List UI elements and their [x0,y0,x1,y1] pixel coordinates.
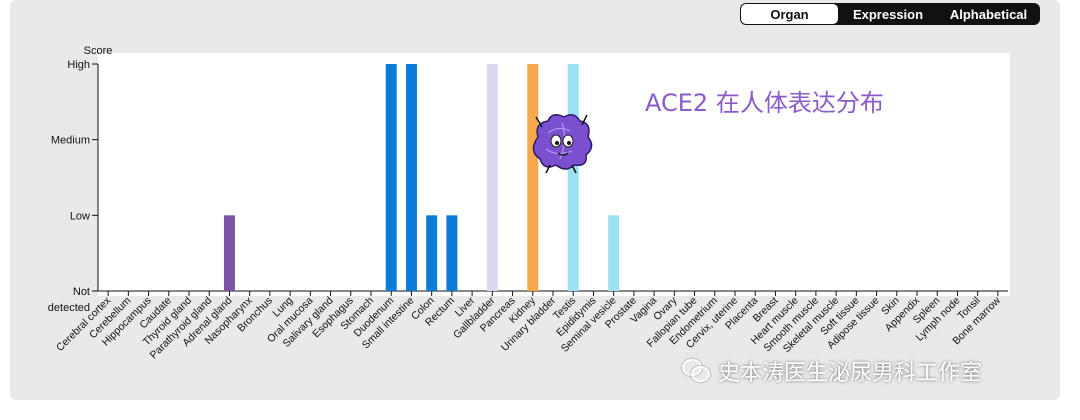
sort-toggle: Organ Expression Alphabetical [740,3,1040,25]
wechat-icon [682,359,710,383]
bar [385,64,397,291]
bar [223,215,235,291]
y-tick-label: Medium [51,135,90,147]
watermark-text: 史本涛医生泌尿男科工作室 [718,360,983,385]
sort-expression-button[interactable]: Expression [852,6,924,22]
bar [567,64,579,291]
sort-alphabetical-button[interactable]: Alphabetical [949,6,1028,22]
watermark: 史本涛医生泌尿男科工作室 [682,355,982,387]
y-tick-label: Low [70,210,90,222]
bar [486,64,498,291]
bar [426,215,438,291]
bar [608,215,620,291]
bar [446,215,458,291]
y-tick-label: Not [73,286,90,298]
y-tick-label: High [67,59,90,71]
ace2-expression-chart: Score Not detected Low Medium High Cerebral … [48,45,1008,361]
plot-area [98,53,1010,296]
chart-annotation: ACE2 在人体表达分布 [645,89,884,117]
bar [527,64,539,291]
y-axis: Not detected Low Medium High [48,59,99,314]
bars [223,64,620,291]
y-tick-label: detected [48,302,90,314]
bar [405,64,417,291]
virus-cartoon-icon [532,114,593,174]
x-axis: Cerebral cortexCerebellumHippocampusCaud… [54,290,1008,361]
y-axis-label: Score [84,45,113,57]
sort-organ-button[interactable]: Organ [741,4,838,24]
